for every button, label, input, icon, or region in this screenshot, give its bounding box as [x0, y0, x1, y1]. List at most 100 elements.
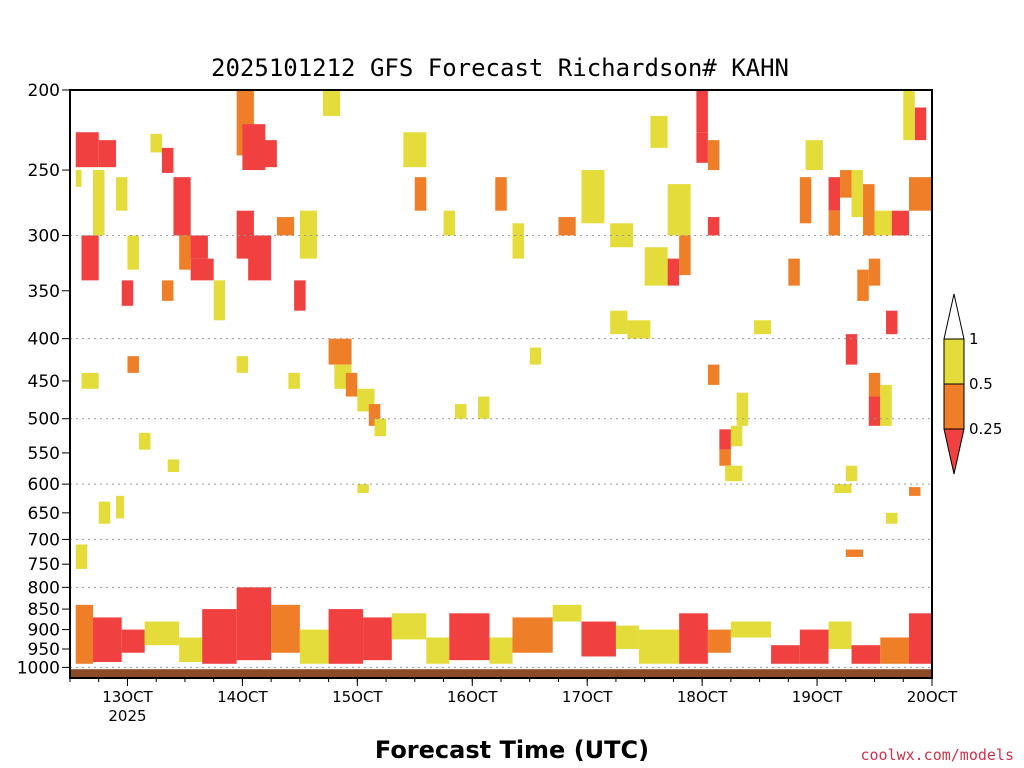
ri-cell — [771, 645, 800, 664]
ri-cell — [449, 613, 490, 661]
ri-cell — [558, 217, 576, 236]
ri-cell — [127, 235, 139, 270]
ri-cell — [552, 604, 582, 622]
ri-cell — [845, 334, 858, 365]
ri-cell — [75, 604, 93, 664]
ri-cell — [909, 613, 932, 664]
ri-cell — [868, 372, 881, 397]
ri-cell — [276, 217, 295, 236]
ri-cell — [179, 235, 191, 270]
ri-cell — [391, 613, 427, 640]
x-tick-label: 20OCT — [907, 688, 958, 706]
ri-cell — [863, 184, 875, 236]
x-tick-label: 16OCT — [447, 688, 498, 706]
ri-cell — [121, 280, 134, 306]
ri-cell — [845, 465, 858, 482]
ri-cell — [173, 177, 191, 236]
colorbar-label: 0.5 — [969, 375, 993, 393]
ri-cell — [288, 372, 300, 389]
ri-cell — [707, 217, 720, 236]
y-tick-label: 950 — [28, 640, 60, 660]
ri-cell — [179, 637, 203, 662]
ri-cell — [161, 147, 174, 173]
ri-cell — [880, 384, 892, 426]
ri-cell — [610, 310, 628, 335]
ri-cell — [868, 396, 881, 426]
colorbar-top-arrow — [943, 293, 965, 340]
y-tick-label: 400 — [28, 330, 60, 350]
ri-cell — [857, 269, 869, 301]
ri-cell — [730, 621, 772, 638]
ri-cell — [707, 629, 731, 653]
y-tick-label: 600 — [28, 475, 60, 495]
ri-cell — [868, 258, 881, 286]
ri-cell — [650, 115, 668, 148]
ri-cell — [529, 347, 542, 365]
ri-cell — [512, 223, 524, 259]
colorbar-orange — [943, 383, 965, 430]
ri-cell — [236, 587, 272, 661]
y-tick-label: 900 — [28, 621, 60, 641]
ri-cell — [150, 133, 162, 153]
x-tick-label: 17OCT — [562, 688, 613, 706]
credit-text: coolwx.com/models — [860, 746, 1014, 764]
y-tick-label: 300 — [28, 226, 60, 246]
ri-cell — [374, 418, 387, 437]
y-tick-label: 650 — [28, 504, 60, 524]
ri-cell — [236, 356, 249, 373]
ri-cell — [75, 170, 82, 187]
x-tick-label: 15OCT — [332, 688, 383, 706]
ri-cell — [357, 484, 369, 493]
ri-cell — [834, 484, 852, 493]
x-tick-label: 19OCT — [792, 688, 843, 706]
y-tick-label: 550 — [28, 444, 60, 464]
ri-cell — [426, 637, 450, 664]
ri-cell — [679, 235, 691, 276]
ri-cell — [914, 107, 927, 141]
ri-cell — [828, 621, 852, 649]
ri-cell — [615, 625, 639, 649]
ri-cell — [581, 170, 605, 224]
ri-cell — [725, 465, 743, 482]
x-axis-label: Forecast Time (UTC) — [375, 736, 649, 764]
x-tick-label: 14OCT — [217, 688, 268, 706]
ri-cell — [886, 512, 898, 524]
ground-fill — [70, 669, 932, 678]
chart-title: 2025101212 GFS Forecast Richardson# KAHN — [211, 54, 789, 82]
y-axis: 200 250 300 350 400 450 500 550 600 650 700 750 8008… — [17, 81, 70, 678]
ri-cell — [403, 132, 427, 168]
ri-cell — [161, 280, 174, 301]
ri-cell — [299, 210, 318, 259]
ri-cell — [271, 604, 300, 653]
ri-cell — [679, 613, 708, 664]
ri-cell — [874, 210, 892, 236]
ri-cell — [138, 432, 151, 450]
ri-cell — [75, 544, 88, 569]
ri-cell — [495, 177, 507, 211]
ri-cell — [115, 495, 125, 519]
ri-cell — [845, 549, 864, 557]
ri-cell — [851, 645, 881, 664]
ri-cell — [213, 280, 226, 321]
ri-cell — [828, 210, 841, 236]
ri-cell — [828, 177, 841, 211]
ri-cell — [667, 258, 680, 286]
y-tick-label: 850 — [28, 600, 60, 620]
ri-cell — [909, 177, 932, 211]
x-tick-year: 2025 — [108, 707, 146, 725]
ri-cell — [363, 617, 392, 661]
ri-cell — [98, 140, 116, 168]
x-tick-label: 18OCT — [677, 688, 728, 706]
ri-cell — [512, 617, 553, 653]
colorbar-red-arrow — [943, 428, 965, 475]
ri-cell — [368, 404, 381, 426]
ri-cell — [345, 372, 358, 397]
ri-cell — [81, 235, 99, 281]
ri-cell — [903, 90, 915, 141]
ri-cell — [730, 425, 743, 447]
ri-cell — [81, 372, 99, 389]
ri-cell — [788, 258, 800, 286]
y-tick-label: 350 — [28, 282, 60, 302]
